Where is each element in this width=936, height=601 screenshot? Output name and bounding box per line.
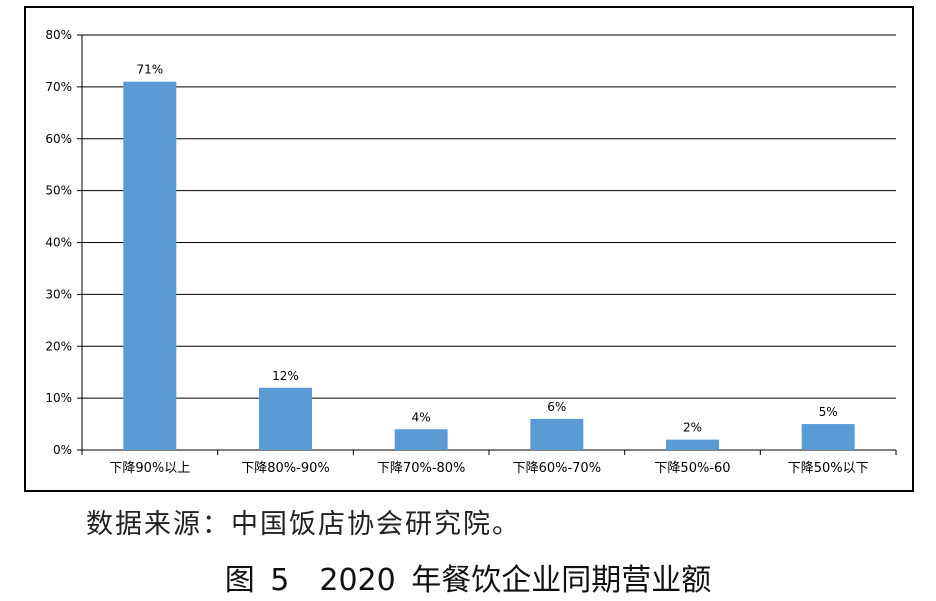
data-label: 12% — [272, 369, 299, 383]
y-tick-label: 20% — [45, 339, 72, 353]
y-tick-label: 50% — [45, 184, 72, 198]
x-tick-label: 下降80%-90% — [241, 461, 329, 476]
chart-frame: 0% 10% 20% 30% 40% 50% 60% 70% 80% 71% 下降90%以上 12% 下… — [24, 6, 914, 492]
bar — [394, 429, 448, 450]
data-label: 6% — [547, 400, 566, 414]
bar — [801, 424, 855, 450]
x-tick-label: 下降50%-60 — [654, 461, 730, 476]
source-note: 数据来源：中国饭店协会研究院。 — [86, 509, 521, 540]
data-label: 5% — [819, 405, 838, 419]
data-label: 4% — [412, 410, 431, 424]
y-tick-label: 70% — [45, 80, 72, 94]
y-tick-label: 60% — [45, 132, 72, 146]
x-tick-label: 下降90%以上 — [109, 461, 190, 476]
x-tick-label: 下降70%-80% — [377, 461, 465, 476]
data-label: 2% — [683, 421, 702, 435]
bar — [530, 418, 584, 450]
y-tick-label: 30% — [45, 287, 72, 301]
data-label: 71% — [136, 63, 163, 77]
bar — [123, 81, 177, 450]
y-tick-label: 10% — [45, 391, 72, 405]
bar — [666, 439, 719, 450]
x-tick-label: 下降50%以下 — [788, 461, 869, 476]
y-tick-label: 40% — [45, 236, 72, 250]
bar-chart: 0% 10% 20% 30% 40% 50% 60% 70% 80% 71% 下降90%以上 12% 下… — [45, 28, 897, 476]
figure-caption: 图 5 2020 年餐饮企业同期营业额 — [224, 563, 712, 598]
y-tick-label: 80% — [45, 28, 72, 42]
bar — [259, 387, 312, 450]
y-tick-label: 0% — [53, 443, 72, 457]
x-tick-label: 下降60%-70% — [513, 461, 601, 476]
